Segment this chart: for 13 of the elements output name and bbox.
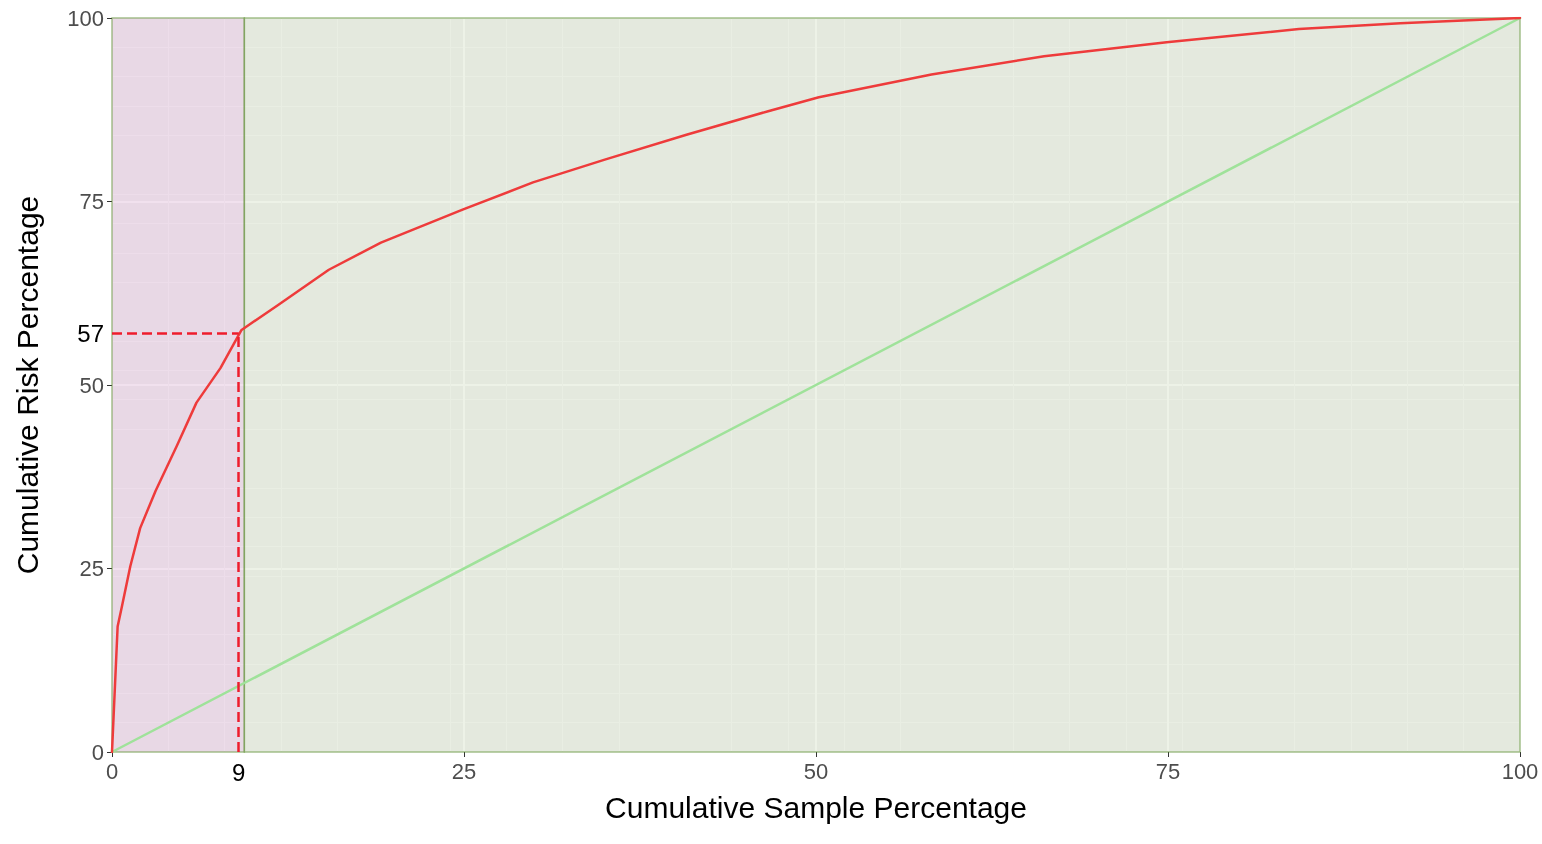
y-tick-label: 0 — [91, 739, 104, 765]
y-tick-label: 100 — [67, 5, 104, 31]
y-axis-title: Cumulative Risk Percentage — [10, 195, 44, 575]
ref-line-label: 57 — [77, 320, 104, 348]
x-tick-label: 75 — [1155, 758, 1181, 784]
ref-line-label: 9 — [232, 758, 246, 786]
x-tick-label: 25 — [451, 758, 477, 784]
y-tick-label: 25 — [79, 556, 104, 581]
y-tick-label: 50 — [79, 372, 104, 398]
x-tick-label: 100 — [1501, 758, 1539, 784]
x-axis-title: Cumulative Sample Percentage — [605, 790, 1027, 824]
x-tick-label: 50 — [803, 758, 829, 784]
y-tick-label: 75 — [79, 189, 104, 214]
